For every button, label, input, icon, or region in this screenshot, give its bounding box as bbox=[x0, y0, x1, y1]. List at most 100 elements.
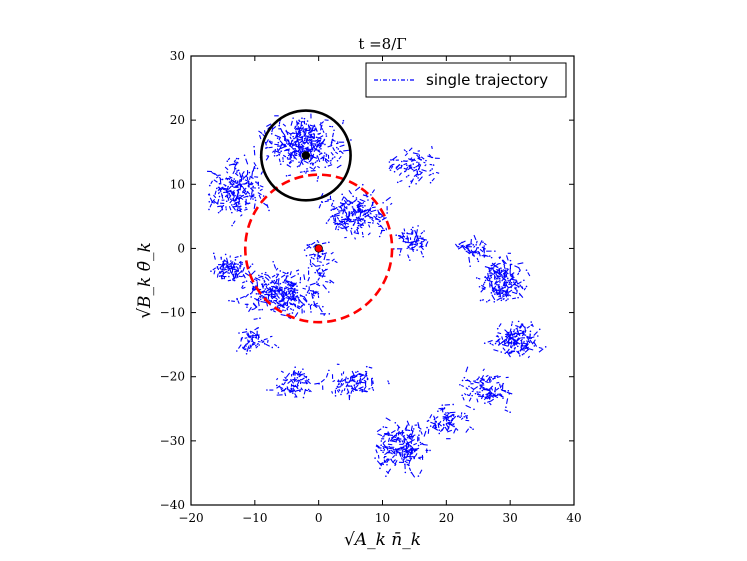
trajectory-dot bbox=[352, 195, 354, 198]
trajectory-points bbox=[206, 113, 547, 478]
trajectory-dash bbox=[517, 272, 520, 276]
trajectory-dot bbox=[380, 444, 382, 446]
trajectory-dash bbox=[265, 301, 269, 307]
trajectory-dash bbox=[465, 387, 469, 390]
trajectory-dot bbox=[452, 403, 454, 406]
trajectory-dash bbox=[221, 263, 227, 268]
trajectory-dot bbox=[378, 235, 381, 238]
trajectory-dash bbox=[510, 275, 515, 279]
trajectory-dash bbox=[438, 407, 443, 410]
trajectory-dash bbox=[278, 386, 284, 390]
trajectory-dot bbox=[484, 402, 486, 404]
trajectory-dash bbox=[343, 199, 348, 204]
trajectory-dash bbox=[367, 232, 371, 236]
trajectory-dot bbox=[354, 230, 356, 232]
trajectory-dash bbox=[482, 388, 489, 391]
trajectory-dot bbox=[473, 408, 475, 411]
trajectory-dash bbox=[330, 151, 334, 156]
trajectory-dot bbox=[320, 152, 323, 155]
trajectory-dash bbox=[238, 172, 242, 177]
trajectory-dash bbox=[310, 241, 316, 246]
trajectory-dot bbox=[382, 201, 384, 204]
trajectory-dash bbox=[538, 346, 543, 349]
trajectory-dot bbox=[463, 412, 466, 415]
trajectory-dash bbox=[320, 156, 325, 160]
trajectory-dash bbox=[286, 281, 290, 285]
trajectory-dot bbox=[416, 249, 418, 251]
trajectory-dash bbox=[234, 272, 238, 277]
trajectory-dash bbox=[465, 366, 469, 373]
trajectory-dot bbox=[257, 326, 259, 329]
trajectory-dash bbox=[250, 176, 254, 180]
trajectory-dash bbox=[497, 275, 502, 279]
y-tick-label: 30 bbox=[170, 49, 185, 63]
trajectory-dot bbox=[228, 299, 230, 302]
trajectory-dot bbox=[252, 185, 255, 188]
trajectory-dot bbox=[411, 246, 414, 249]
trajectory-dot bbox=[402, 458, 405, 461]
trajectory-dash bbox=[282, 154, 287, 158]
trajectory-dot bbox=[516, 289, 518, 292]
trajectory-dash bbox=[300, 127, 307, 131]
trajectory-dash bbox=[474, 381, 480, 384]
trajectory-dot bbox=[276, 293, 278, 295]
trajectory-dot bbox=[246, 350, 248, 352]
trajectory-dash bbox=[511, 291, 518, 295]
trajectory-dash bbox=[288, 160, 293, 164]
trajectory-dash bbox=[414, 163, 421, 168]
trajectory-dash bbox=[501, 259, 506, 265]
trajectory-dot bbox=[518, 270, 521, 273]
trajectory-dash bbox=[309, 124, 316, 128]
trajectory-dash bbox=[228, 176, 233, 179]
trajectory-dash bbox=[253, 162, 257, 167]
trajectory-dot bbox=[258, 274, 260, 277]
trajectory-dash bbox=[411, 455, 416, 459]
trajectory-dash bbox=[362, 194, 367, 197]
trajectory-dash bbox=[297, 297, 302, 302]
trajectory-dash bbox=[255, 279, 258, 282]
trajectory-dash bbox=[502, 259, 507, 265]
trajectory-dot bbox=[325, 268, 327, 271]
trajectory-dot bbox=[238, 332, 240, 334]
trajectory-dot bbox=[291, 312, 294, 314]
trajectory-dash bbox=[399, 453, 402, 457]
trajectory-dash bbox=[483, 242, 487, 246]
x-tick-label: 40 bbox=[566, 511, 581, 525]
trajectory-dot bbox=[386, 212, 388, 214]
trajectory-dash bbox=[465, 245, 469, 250]
trajectory-dash bbox=[412, 168, 418, 172]
trajectory-dash bbox=[404, 152, 409, 157]
trajectory-dash bbox=[231, 266, 236, 268]
trajectory-dash bbox=[354, 198, 358, 202]
trajectory-dot bbox=[499, 289, 502, 291]
trajectory-dash bbox=[220, 262, 224, 267]
trajectory-dot bbox=[318, 143, 320, 145]
trajectory-dash bbox=[526, 336, 530, 341]
trajectory-dot bbox=[495, 265, 498, 268]
trajectory-dash bbox=[521, 343, 523, 348]
trajectory-dot bbox=[222, 204, 225, 207]
trajectory-dot bbox=[239, 255, 242, 257]
trajectory-dot bbox=[463, 376, 466, 379]
trajectory-dot bbox=[303, 170, 306, 173]
trajectory-dash bbox=[319, 261, 322, 263]
trajectory-dash bbox=[341, 196, 345, 201]
trajectory-dot bbox=[240, 183, 242, 186]
trajectory-dash bbox=[385, 196, 391, 202]
trajectory-dash bbox=[276, 294, 280, 299]
trajectory-dash bbox=[413, 245, 417, 249]
trajectory-dash bbox=[323, 254, 327, 261]
trajectory-dash bbox=[249, 280, 254, 285]
trajectory-dash bbox=[332, 132, 335, 138]
trajectory-dot bbox=[340, 393, 342, 396]
trajectory-dash bbox=[241, 174, 244, 178]
trajectory-dash bbox=[341, 218, 346, 221]
trajectory-dot bbox=[308, 292, 311, 295]
trajectory-dot bbox=[437, 410, 439, 413]
trajectory-dot bbox=[347, 377, 349, 380]
trajectory-dash bbox=[368, 224, 371, 228]
trajectory-dash bbox=[276, 301, 279, 305]
trajectory-dot bbox=[370, 194, 372, 196]
trajectory-dash bbox=[332, 217, 336, 222]
trajectory-dot bbox=[231, 263, 234, 265]
